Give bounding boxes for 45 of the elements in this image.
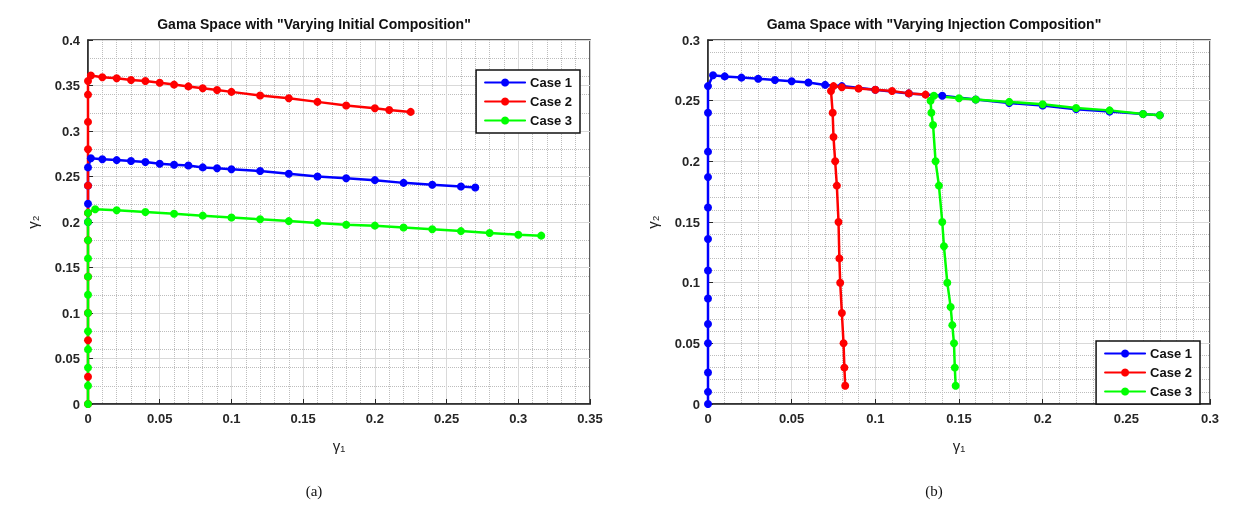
y-tick-label: 0.4 — [61, 32, 81, 48]
y-tick-label: 0.3 — [681, 32, 700, 48]
y-tick-label: 0 — [692, 396, 700, 412]
x-tick-label: 0 — [84, 411, 92, 426]
x-tick-label: 0.25 — [1113, 411, 1139, 426]
y-axis-title: γ₂ — [24, 215, 41, 229]
legend-label: Case 1 — [1150, 346, 1192, 361]
legend-label: Case 2 — [1150, 365, 1192, 380]
x-tick-label: 0.15 — [946, 411, 972, 426]
text: (a) — [305, 482, 323, 500]
x-tick-label: 0.35 — [577, 411, 603, 426]
y-tick-label: 0.05 — [54, 351, 80, 366]
y-tick-label: 0.2 — [681, 153, 700, 169]
x-axis-title: γ₁ — [952, 437, 966, 454]
chart-title: Gama Space with "Varying Injection Composition" — [766, 16, 1102, 32]
y-tick-label: 0.35 — [54, 78, 80, 93]
legend-label: Case 2 — [530, 94, 572, 109]
x-tick-label: 0.3 — [509, 411, 528, 426]
chart-title: Gama Space with "Varying Initial Composition" — [157, 16, 471, 32]
x-tick-label: 0.05 — [147, 411, 173, 426]
text: (b) — [925, 482, 943, 500]
x-tick-label: 0.2 — [365, 411, 384, 426]
x-tick-label: 0.25 — [433, 411, 460, 426]
x-tick-label: 0.15 — [290, 411, 316, 426]
y-axis-title: γ₂ — [644, 215, 661, 229]
y-tick-label: 0.1 — [61, 305, 80, 321]
x-tick-label: 0 — [704, 411, 712, 426]
y-tick-label: 0.15 — [54, 260, 80, 275]
y-tick-label: 0.2 — [61, 214, 80, 230]
legend-label: Case 3 — [530, 113, 572, 128]
legend-label: Case 1 — [530, 75, 572, 90]
y-tick-label: 0.3 — [61, 123, 80, 139]
x-tick-label: 0.1 — [222, 411, 241, 426]
y-tick-label: 0.15 — [674, 214, 700, 230]
x-tick-label: 0.3 — [1200, 411, 1220, 426]
x-tick-label: 0.2 — [1033, 411, 1052, 426]
y-tick-label: 0 — [72, 396, 80, 412]
y-tick-label: 0.1 — [681, 275, 700, 291]
legend-label: Case 3 — [1150, 384, 1192, 399]
x-tick-label: 0.1 — [866, 411, 885, 426]
y-tick-label: 0.25 — [674, 93, 700, 109]
y-tick-label: 0.05 — [674, 335, 700, 351]
y-tick-label: 0.25 — [54, 169, 80, 184]
x-tick-label: 0.05 — [779, 411, 805, 426]
x-axis-title: γ₁ — [332, 437, 346, 454]
